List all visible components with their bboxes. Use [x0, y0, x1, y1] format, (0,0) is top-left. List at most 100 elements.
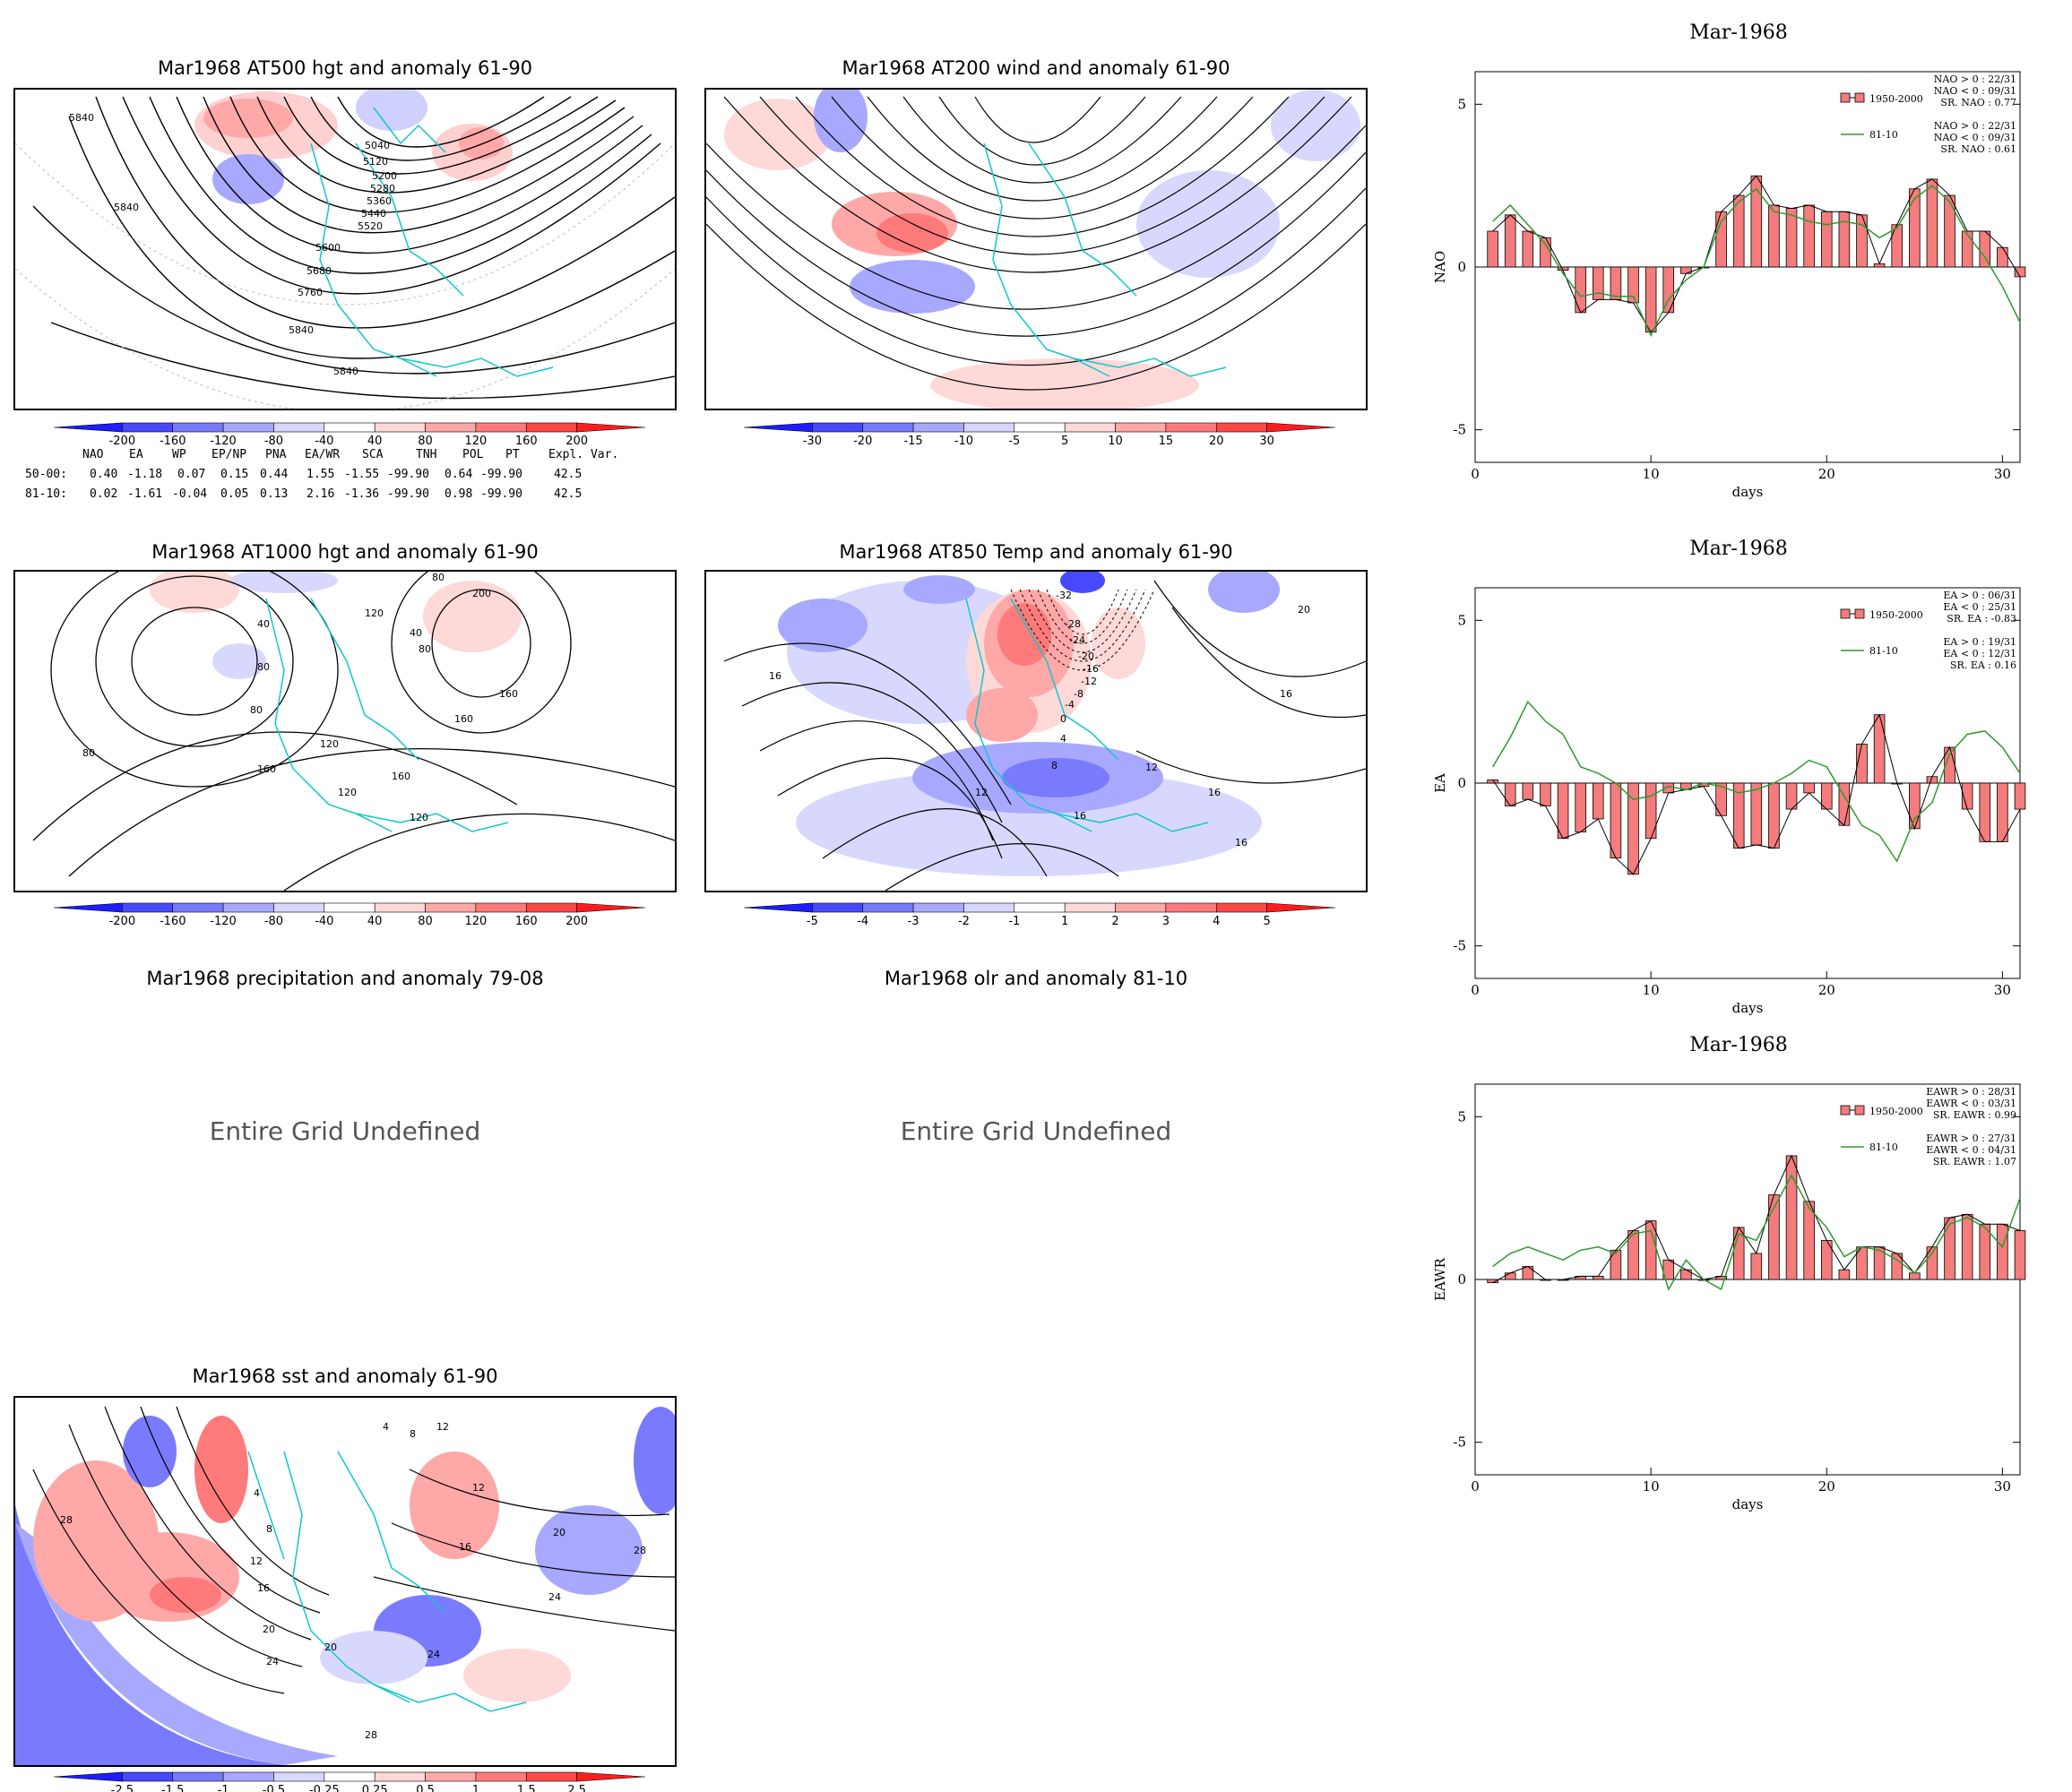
- row-value: -1.55: [344, 468, 380, 481]
- x-tick-label: 10: [1643, 466, 1660, 482]
- colorbar-label: -120: [210, 435, 237, 448]
- bar: [1820, 211, 1833, 268]
- colorbar-segment: [525, 422, 577, 433]
- colorbar-segment: [912, 422, 964, 433]
- teleconnection-index-table: NAO EA WP EP/NP PNA EA/WR SCA TNH POL PT…: [18, 448, 663, 504]
- colorbar-label: 5: [1061, 435, 1068, 448]
- contour-label: -20: [1078, 650, 1094, 662]
- legend-line-label: 81-10: [1869, 645, 1898, 657]
- bar: [1522, 1266, 1534, 1280]
- map-at200: [704, 88, 1368, 410]
- colorbar-segment: [1014, 902, 1066, 913]
- bar: [1944, 1217, 1955, 1280]
- colorbar-label: -15: [903, 435, 922, 448]
- contour-label: 12: [1145, 762, 1158, 773]
- x-tick-label: 20: [1818, 982, 1835, 998]
- colorbar-segment: [54, 1771, 123, 1782]
- contour-label: 5120: [363, 156, 388, 168]
- colorbar-segment: [425, 902, 477, 913]
- colorbar-segment: [744, 902, 813, 913]
- bar: [1873, 714, 1886, 784]
- bar: [1891, 224, 1903, 268]
- colorbar-segment: [273, 1771, 325, 1782]
- legend-stat: SR. EAWR : 1.07: [1933, 1156, 2016, 1167]
- legend-line-label: 81-10: [1869, 129, 1898, 141]
- colorbar-label: -160: [160, 915, 186, 928]
- header-cell: EA/WR: [305, 448, 341, 461]
- colorbar-label: -1: [1008, 915, 1020, 928]
- colorbar-segment: [912, 902, 964, 913]
- colorbar-segment: [576, 902, 645, 913]
- legend-stat: SR. NAO : 0.77: [1940, 97, 2016, 108]
- ea-timeseries-chart: Mar-1968 5 0 -5 0 10 20 30 days EA EA > 0 : 06/31…: [1425, 530, 2052, 1029]
- contour-label: 8: [1051, 760, 1058, 771]
- contour-label: 16: [1280, 688, 1292, 700]
- contour-label: 5200: [372, 170, 397, 182]
- line-series: [1491, 700, 2021, 863]
- colorbar-label: -10: [954, 435, 973, 448]
- bar: [1961, 1213, 1973, 1280]
- contour-label: 40: [257, 618, 270, 630]
- colorbar-segment: [172, 902, 224, 913]
- colorbar-label: 120: [464, 915, 487, 928]
- colorbar-label: -2: [958, 915, 970, 928]
- colorbar-label: -80: [264, 435, 283, 448]
- legend-stat: EAWR < 0 : 04/31: [1926, 1144, 2016, 1156]
- map-svg: 5840 5840 5040 5120 5200 5280 5360 5440 …: [15, 90, 675, 409]
- contour-label: 5520: [358, 220, 383, 232]
- header-cell: SCA: [362, 448, 384, 461]
- legend-stat: EAWR < 0 : 03/31: [1926, 1098, 2016, 1109]
- contour-label: 16: [257, 1582, 270, 1594]
- colorbar-label: -2.5: [111, 1784, 134, 1792]
- row-value: 1.55: [306, 468, 335, 481]
- row-value: 0.40: [90, 468, 118, 481]
- header-cell: POL: [462, 448, 484, 461]
- contour-label: 8: [266, 1523, 272, 1535]
- row-value: -1.61: [127, 487, 163, 501]
- bar: [1575, 266, 1586, 314]
- contour-label: 40: [410, 627, 422, 639]
- row-value: 0.98: [445, 487, 473, 501]
- colorbar-label: 80: [418, 915, 433, 928]
- colorbar-label: -5: [807, 915, 818, 928]
- colorbar: -30 -20 -15 -10 -5 5 10 15 20 30: [744, 422, 1335, 448]
- contour-label: 5840: [114, 202, 139, 213]
- contour-label: 24: [427, 1649, 440, 1660]
- colorbar: -200 -160 -120 -80 -40 40 80 120 160 200: [54, 902, 645, 928]
- contour-label: 16: [769, 670, 781, 682]
- x-tick-label: 30: [1994, 466, 2011, 482]
- bar: [1593, 266, 1604, 300]
- legend-bar-label: 1950-2000: [1869, 93, 1923, 105]
- contour-label: 4: [383, 1421, 389, 1433]
- colorbar-label: 120: [464, 435, 487, 448]
- x-axis-label: days: [1732, 1000, 1764, 1016]
- bar: [1768, 782, 1780, 849]
- chart-title: Mar-1968: [1689, 538, 1788, 560]
- map-svg: 80 40 80 120 200 40 80 160 160 120 160 1…: [32, 572, 675, 891]
- colorbar-label: 160: [515, 435, 538, 448]
- colorbar-label: 30: [1259, 435, 1274, 448]
- contour-label: 5680: [306, 265, 332, 277]
- contour-label: 120: [365, 607, 384, 619]
- legend-stat: SR. EA : -0.83: [1947, 613, 2016, 625]
- contour-label: 24: [548, 1591, 561, 1603]
- bar: [1645, 266, 1657, 333]
- map-at500: 5840 5840 5040 5120 5200 5280 5360 5440 …: [13, 88, 677, 410]
- x-tick-label: 10: [1643, 982, 1660, 998]
- bar: [1909, 782, 1921, 830]
- colorbar-label: -3: [908, 915, 919, 928]
- x-tick-label: 20: [1818, 466, 1835, 482]
- legend-line-label: 81-10: [1869, 1142, 1898, 1153]
- contour-label: 16: [459, 1541, 471, 1553]
- colorbar-label: 160: [515, 915, 538, 928]
- colorbar-label: -200: [109, 435, 136, 448]
- contour-label: 80: [419, 643, 431, 655]
- colorbar-label: -5: [1008, 435, 1020, 448]
- colorbar-label: -0.5: [263, 1784, 285, 1792]
- row-value: 2.16: [306, 487, 335, 501]
- row-value: -1.18: [127, 468, 163, 481]
- colorbar-segment: [425, 422, 477, 433]
- bar: [1750, 1253, 1763, 1280]
- row-value: -99.90: [387, 487, 429, 501]
